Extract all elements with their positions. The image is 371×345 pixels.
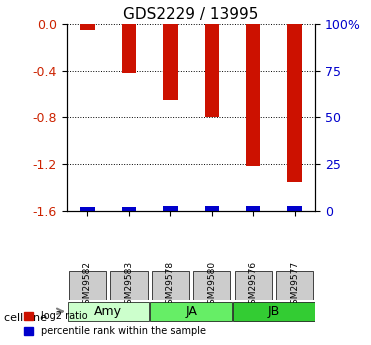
Bar [80,207,95,212]
Text: GSM29576: GSM29576 [249,261,258,310]
FancyBboxPatch shape [110,270,148,300]
FancyBboxPatch shape [69,270,106,300]
Text: JB: JB [268,305,280,318]
Bar [80,24,95,30]
FancyBboxPatch shape [151,302,232,322]
Text: GSM29583: GSM29583 [124,261,134,310]
Text: cell line: cell line [4,313,47,323]
FancyBboxPatch shape [234,270,272,300]
Bar [122,24,136,73]
FancyBboxPatch shape [193,270,230,300]
Bar [204,206,219,211]
Bar [246,24,260,166]
Bar [246,206,260,210]
Bar [163,206,178,211]
FancyBboxPatch shape [152,270,189,300]
Text: JA: JA [185,305,197,318]
Bar [204,24,219,117]
Bar [288,24,302,181]
Bar [163,24,178,100]
FancyBboxPatch shape [276,270,313,300]
Text: Amy: Amy [94,305,122,318]
Bar [122,207,136,211]
Text: GSM29577: GSM29577 [290,261,299,310]
Title: GDS2229 / 13995: GDS2229 / 13995 [124,7,259,22]
Legend: log2 ratio, percentile rank within the sample: log2 ratio, percentile rank within the s… [20,307,210,340]
Bar [288,206,302,210]
FancyBboxPatch shape [233,302,315,322]
Text: GSM29578: GSM29578 [166,261,175,310]
Text: GSM29582: GSM29582 [83,261,92,310]
FancyBboxPatch shape [68,302,149,322]
Text: GSM29580: GSM29580 [207,261,216,310]
